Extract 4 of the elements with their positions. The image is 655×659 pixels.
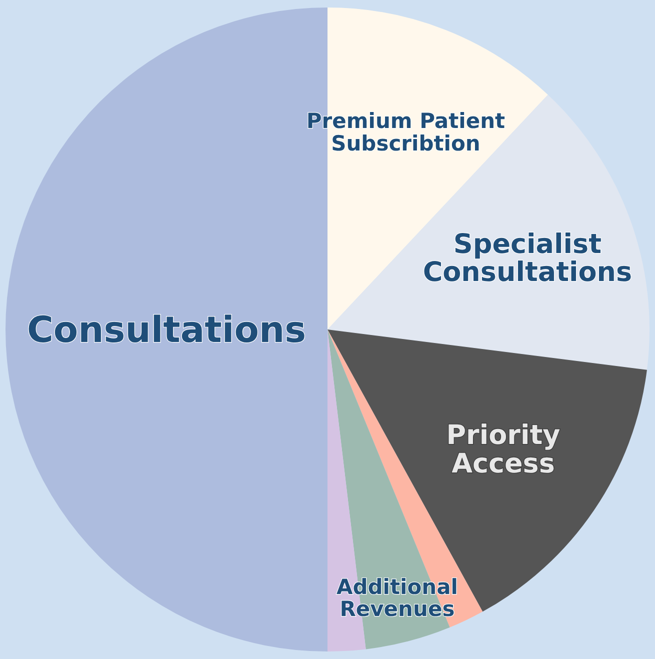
slice-label: Consultations [26,310,306,352]
slice-label: Priority Access [446,420,561,480]
slice-label: Premium Patient Subscribtion [306,109,506,156]
slice-label: Specialist Consultations [422,228,632,288]
